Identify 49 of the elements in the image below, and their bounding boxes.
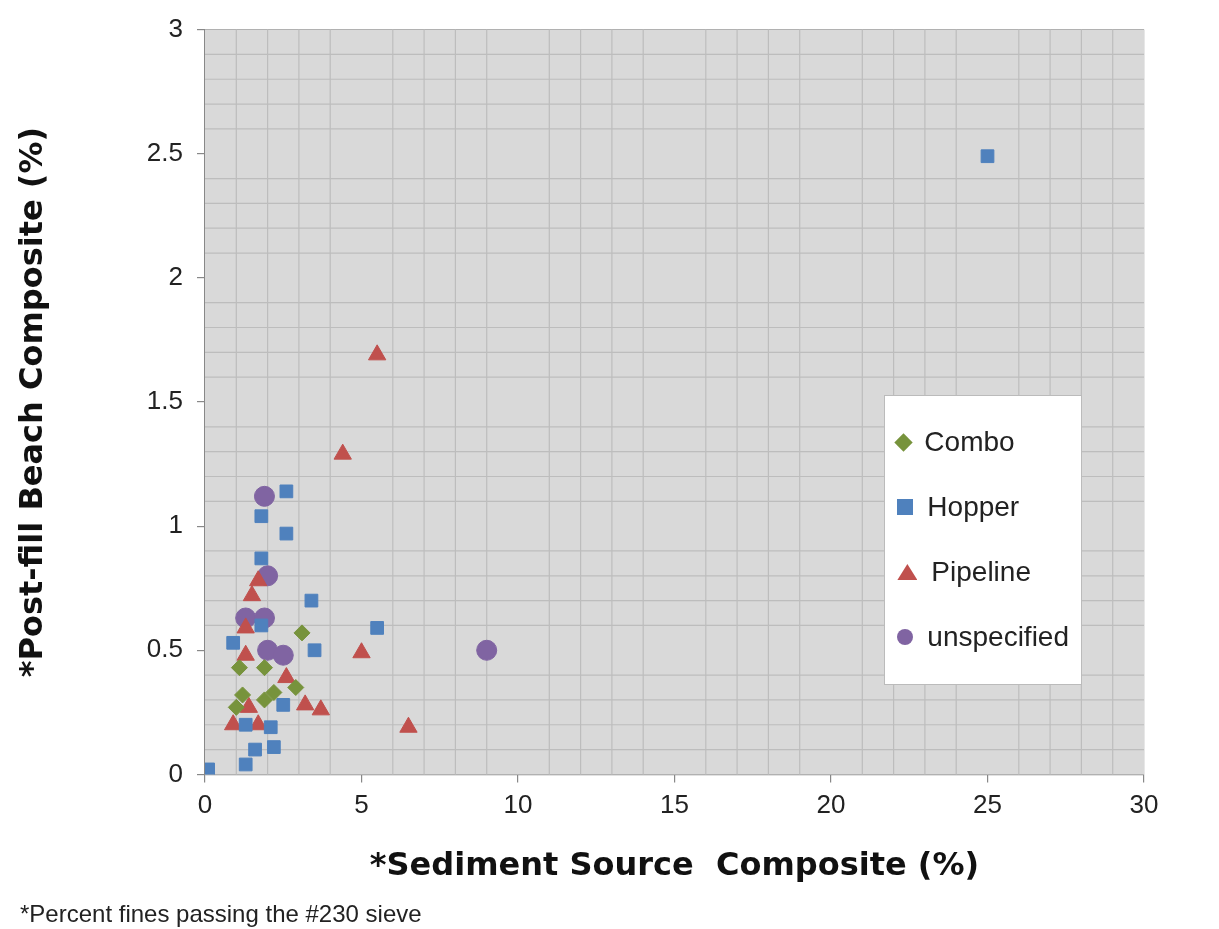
point — [307, 643, 322, 658]
legend-label: Combo — [924, 426, 1015, 459]
point — [255, 691, 273, 709]
y-tick-label: 1.5 — [146, 385, 183, 416]
point — [230, 659, 248, 677]
point — [263, 720, 278, 735]
y-tick-label: 3 — [168, 12, 183, 43]
point — [254, 509, 269, 524]
point — [476, 639, 498, 661]
x-tick-label: 20 — [816, 789, 846, 820]
x-tick-label: 5 — [354, 789, 369, 820]
point — [304, 593, 319, 608]
point — [238, 717, 253, 732]
point — [227, 698, 245, 716]
point — [293, 624, 311, 642]
y-tick-label: 2 — [168, 261, 183, 292]
point — [287, 679, 305, 697]
point — [980, 149, 995, 164]
legend-label: Pipeline — [931, 556, 1031, 589]
point — [234, 686, 252, 704]
x-tick-label: 0 — [197, 789, 213, 820]
x-tick-label: 15 — [660, 789, 689, 820]
y-tick-label: 0 — [168, 757, 183, 788]
x-tick-label: 10 — [503, 789, 533, 820]
point — [277, 667, 296, 684]
y-axis-title: *Post-fill Beach Composite (%) — [11, 126, 50, 678]
point — [265, 683, 283, 701]
point — [226, 635, 241, 650]
x-tick-label: 30 — [1129, 789, 1159, 820]
legend-label: unspecified — [927, 621, 1069, 654]
point — [238, 757, 253, 772]
point — [254, 551, 269, 566]
point — [279, 526, 294, 541]
point — [254, 618, 269, 633]
y-tick-label: 2.5 — [146, 136, 183, 167]
point — [370, 621, 385, 635]
y-tick-label: 1 — [168, 509, 183, 540]
point — [279, 484, 294, 499]
y-tick-label: 0.5 — [146, 633, 183, 664]
x-axis-title: *Sediment Source Composite (%) — [369, 845, 980, 884]
x-tick-label: 25 — [973, 789, 1002, 820]
text: *Percent fines passing the #230 sieve — [20, 900, 422, 928]
point — [276, 698, 291, 712]
legend-label: Hopper — [927, 491, 1020, 524]
point — [253, 485, 275, 507]
point — [267, 740, 281, 754]
point — [272, 644, 294, 666]
point — [255, 659, 273, 677]
point — [248, 742, 262, 757]
